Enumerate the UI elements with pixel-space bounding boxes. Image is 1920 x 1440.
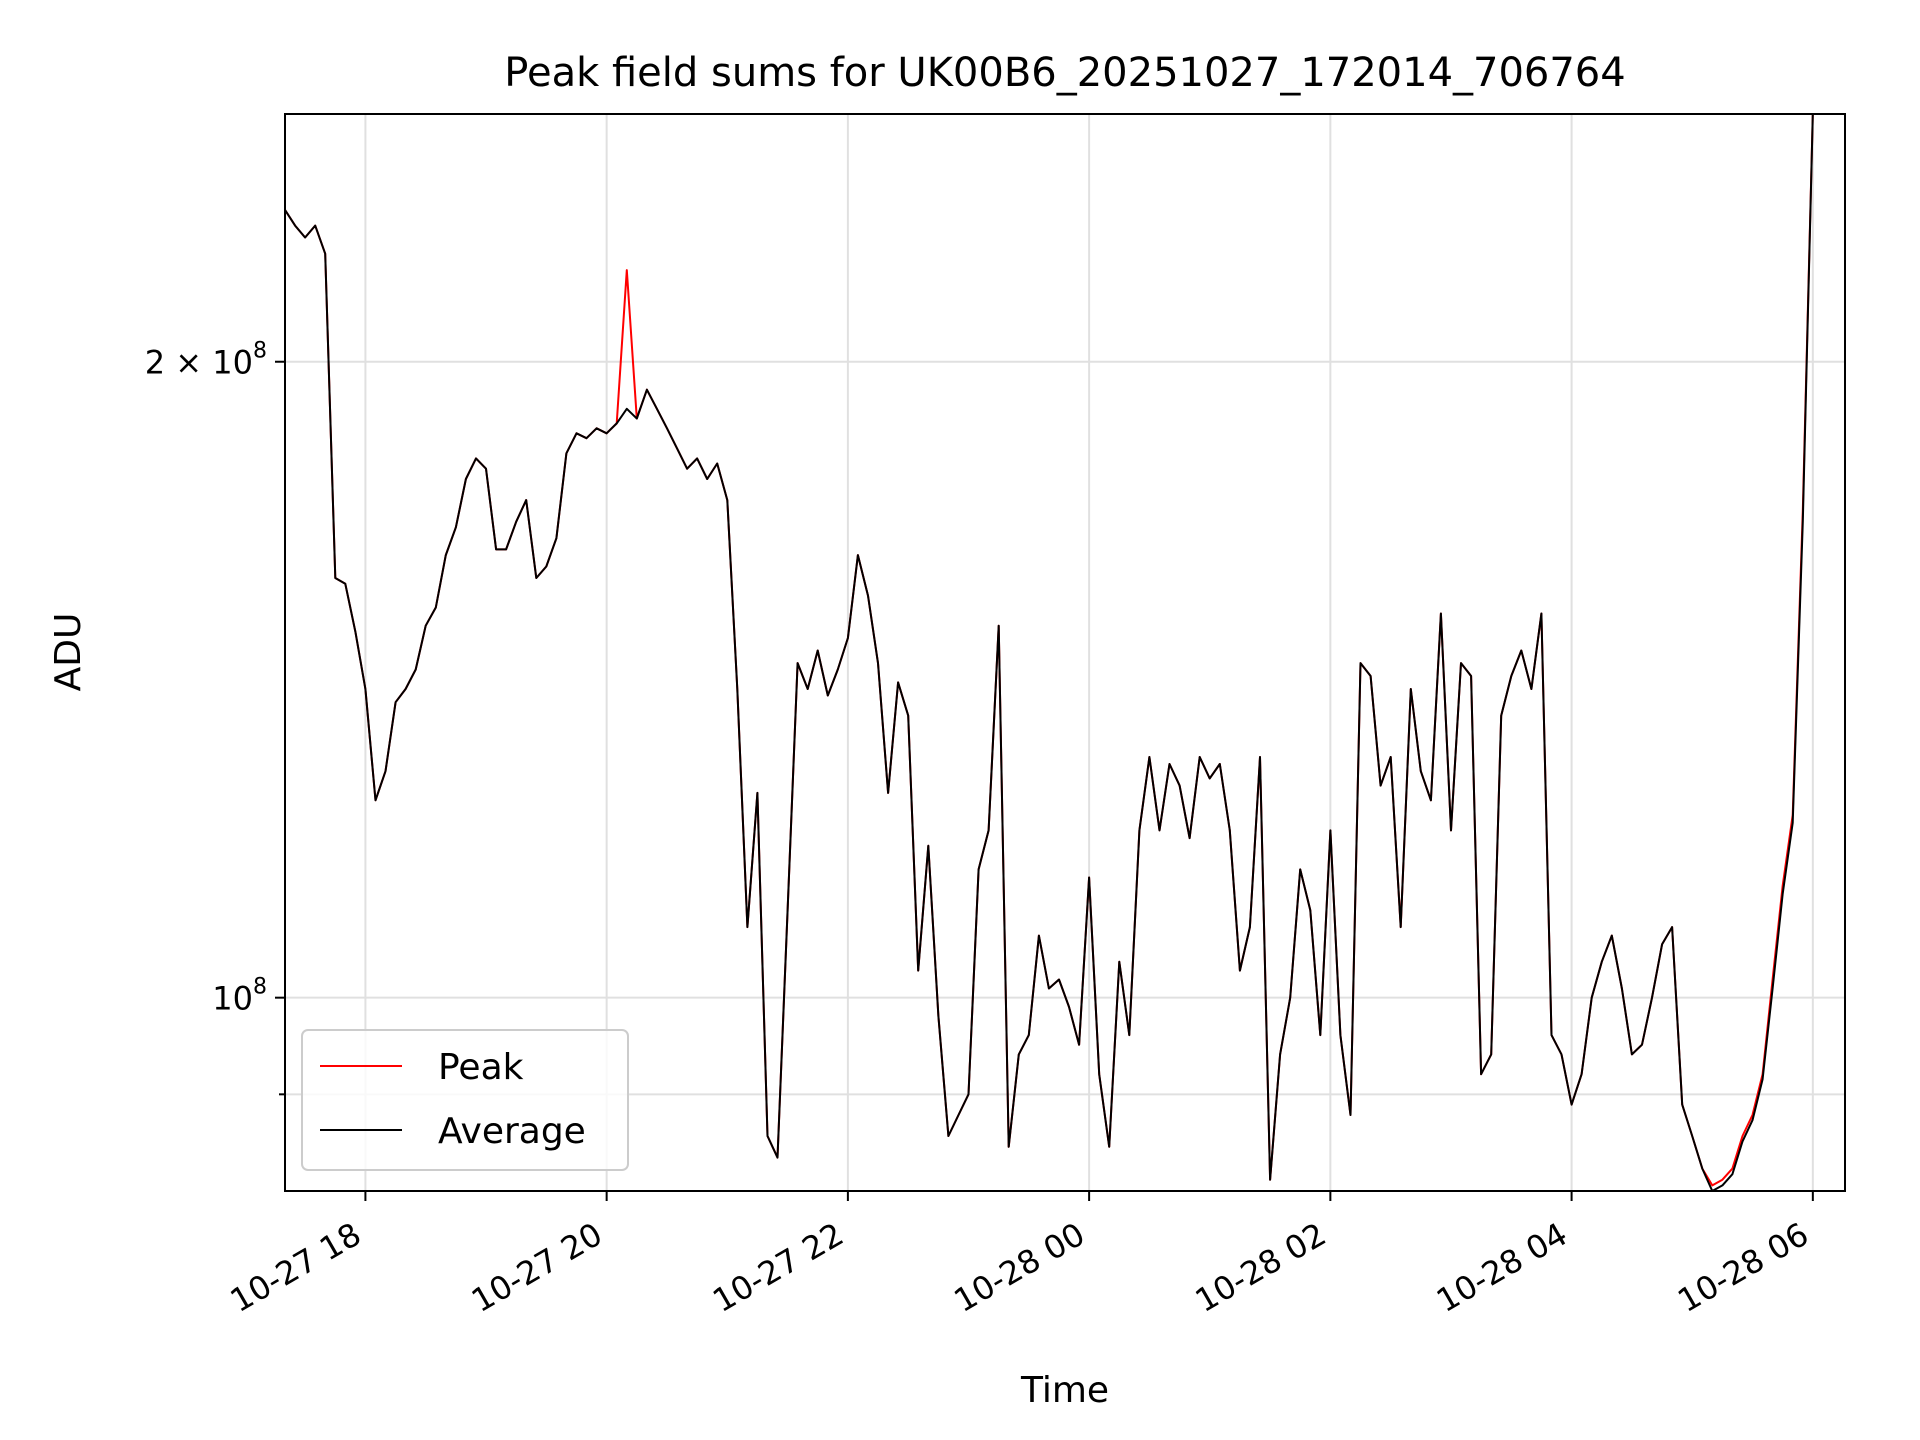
- series-layer: [285, 114, 1823, 1191]
- y-axis: 108 2 × 108: [145, 339, 285, 1096]
- legend-label-peak: Peak: [438, 1047, 524, 1088]
- y-tick-label: 2 × 108: [145, 339, 267, 382]
- chart-title: Peak field sums for UK00B6_20251027_1720…: [504, 50, 1625, 96]
- y-axis-label: ADU: [48, 613, 89, 692]
- x-axis-label: Time: [1020, 1370, 1109, 1411]
- legend: Peak Average: [301, 1029, 629, 1171]
- plot-frame: [284, 113, 1846, 1192]
- series-line-average: [285, 114, 1823, 1191]
- y-tick-label: 108: [212, 975, 267, 1018]
- legend-label-average: Average: [438, 1111, 586, 1152]
- grid: [285, 114, 1845, 1191]
